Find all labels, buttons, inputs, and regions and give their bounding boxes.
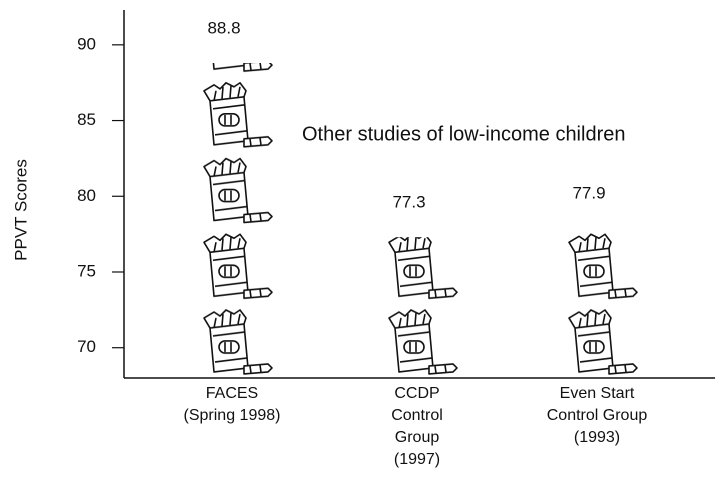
y-tick-label: 70 bbox=[77, 337, 96, 356]
x-tick-label: FACES (Spring 1998) bbox=[183, 385, 281, 424]
value-label: 88.8 bbox=[207, 18, 240, 37]
y-axis-title: PPVT Scores bbox=[11, 159, 30, 261]
x-tick-label: CCDP Control Group (1997) bbox=[391, 385, 443, 468]
y-tick-label: 85 bbox=[77, 110, 96, 129]
annotation: Other studies of low-income children bbox=[302, 123, 625, 145]
y-tick-label: 80 bbox=[77, 186, 96, 205]
value-label: 77.9 bbox=[572, 184, 605, 203]
bar bbox=[555, 228, 639, 378]
y-tick-label: 75 bbox=[77, 261, 96, 280]
bar bbox=[375, 237, 459, 378]
value-label: 77.3 bbox=[392, 193, 425, 212]
x-tick-label: Even Start Control Group (1993) bbox=[546, 385, 648, 446]
bar bbox=[190, 63, 274, 378]
y-tick-label: 90 bbox=[77, 34, 96, 53]
